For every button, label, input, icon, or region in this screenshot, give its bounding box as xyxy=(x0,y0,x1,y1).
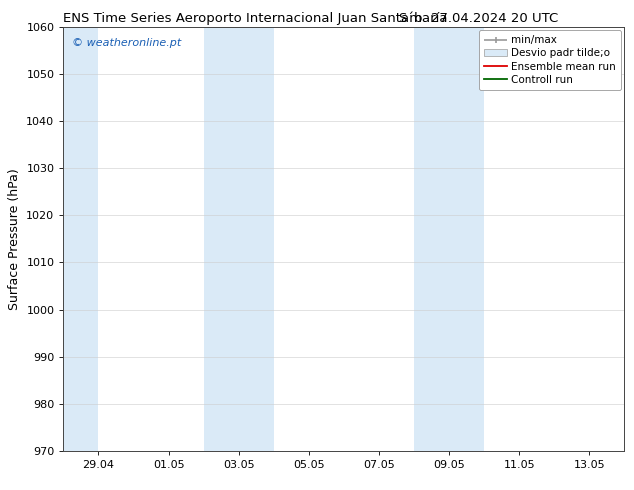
Bar xyxy=(204,27,274,451)
Text: © weatheronline.pt: © weatheronline.pt xyxy=(72,38,181,48)
Y-axis label: Surface Pressure (hPa): Surface Pressure (hPa) xyxy=(8,168,21,310)
Legend: min/max, Desvio padr tilde;o, Ensemble mean run, Controll run: min/max, Desvio padr tilde;o, Ensemble m… xyxy=(479,30,621,90)
Text: S´b. 27.04.2024 20 UTC: S´b. 27.04.2024 20 UTC xyxy=(399,12,559,25)
Text: ENS Time Series Aeroporto Internacional Juan Santamaría: ENS Time Series Aeroporto Internacional … xyxy=(63,12,448,25)
Bar xyxy=(414,27,484,451)
Bar xyxy=(63,27,98,451)
